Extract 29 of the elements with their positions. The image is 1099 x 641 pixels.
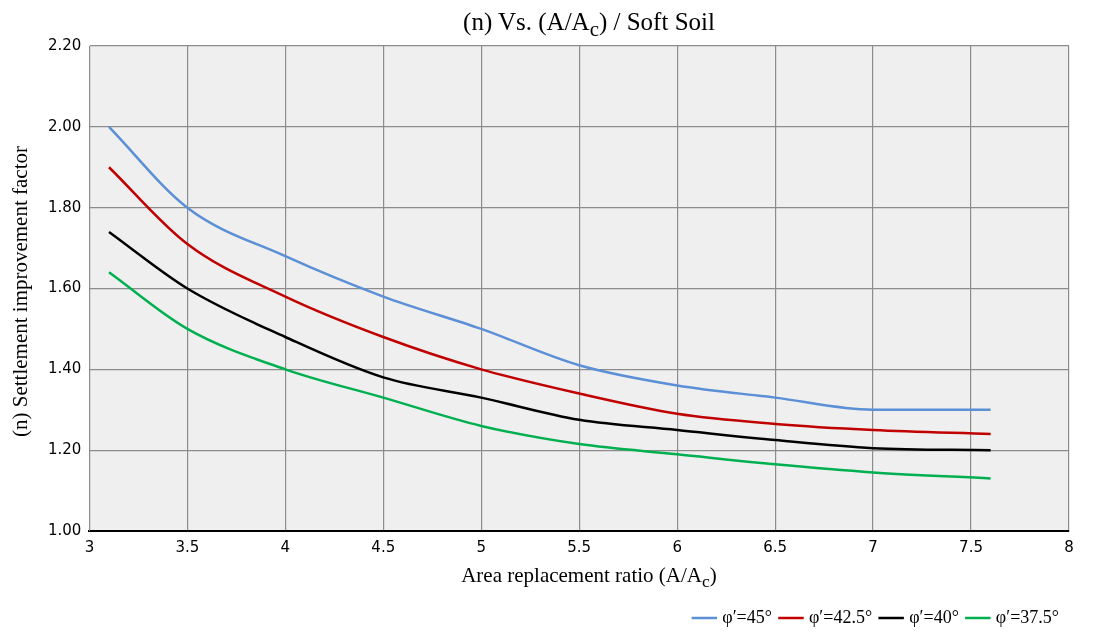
y-tick-label: 1.20 xyxy=(47,440,82,459)
x-tick-label: 5 xyxy=(476,537,487,556)
y-tick-label: 1.40 xyxy=(47,359,82,378)
x-tick-label: 6.5 xyxy=(763,537,788,556)
x-axis-title: Area replacement ratio (A/A$_{c}$) xyxy=(460,563,718,593)
line-series xyxy=(107,230,992,452)
legend-label: φ′=40° xyxy=(909,606,959,627)
legend-label: φ′=45° xyxy=(722,606,772,627)
line-series xyxy=(107,166,992,436)
x-tick-label: 8 xyxy=(1064,537,1074,556)
x-tick-label: 7 xyxy=(868,537,878,556)
line-series xyxy=(107,125,992,411)
x-tick-label: 5.5 xyxy=(567,537,592,556)
y-tick-label: 1.80 xyxy=(47,197,82,216)
x-tick-label: 3 xyxy=(84,537,95,556)
y-tick-label: 1.60 xyxy=(47,278,82,297)
x-tick-label: 3.5 xyxy=(175,537,200,556)
x-tick-label: 6 xyxy=(672,537,682,556)
y-axis-title: (n) Settlement improvement factor xyxy=(7,145,33,439)
x-tick-label: 7.5 xyxy=(959,537,983,556)
x-tick-label: 4.5 xyxy=(371,537,396,556)
y-tick-label: 2.00 xyxy=(47,116,82,135)
chart-title: (n) Vs. (A/A$_{c}$) / Soft Soil xyxy=(462,8,716,42)
line-series xyxy=(107,271,992,480)
y-tick-label: 2.20 xyxy=(47,35,82,54)
legend-label: φ′=37.5° xyxy=(995,606,1060,627)
legend-label: φ′=42.5° xyxy=(808,606,873,627)
x-tick-label: 4 xyxy=(280,537,291,556)
y-tick-label: 1.00 xyxy=(47,520,82,539)
